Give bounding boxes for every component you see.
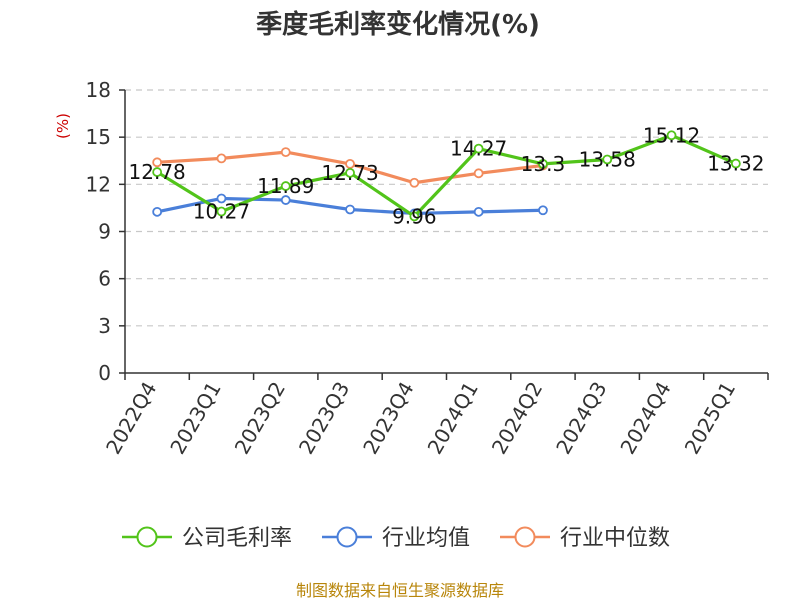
data-point [473, 143, 484, 154]
data-label: 13.58 [579, 147, 636, 171]
data-point [409, 177, 420, 188]
x-tick-label: 2024Q1 [423, 378, 483, 459]
data-point [216, 206, 227, 217]
data-point [152, 157, 163, 168]
data-point [345, 158, 355, 169]
legend-marker [336, 526, 358, 548]
x-tick-label: 2024Q4 [615, 378, 675, 459]
data-label: 11.89 [257, 174, 314, 198]
data-label: 12.78 [129, 160, 186, 184]
legend-marker [136, 526, 158, 548]
legend: 公司毛利率 行业均值 行业中位数 [122, 526, 670, 551]
data-labels: 12.78 10.27 11.89 12.73 9.96 14.27 13.3 13.58 15… [129, 123, 765, 228]
data-point [216, 153, 227, 164]
data-point [730, 158, 741, 169]
legend-marker [514, 526, 536, 548]
x-tick-label: 2024Q2 [487, 378, 547, 459]
y-tick-label: 18 [86, 78, 111, 102]
data-label: 13.32 [707, 152, 764, 176]
y-tick-label: 9 [98, 220, 111, 244]
data-point [473, 206, 484, 217]
data-point [538, 158, 548, 169]
legend-label: 行业均值 [382, 526, 470, 551]
legend-label: 公司毛利率 [182, 526, 292, 551]
data-label: 14.27 [450, 137, 507, 161]
data-label: 13.3 [521, 152, 566, 176]
series-lines [152, 130, 741, 222]
x-tick-label: 2023Q3 [294, 378, 354, 459]
data-point [280, 147, 291, 158]
y-tick-label: 3 [98, 314, 111, 338]
y-tick-label: 15 [86, 125, 111, 149]
y-tick-label: 0 [98, 361, 111, 385]
data-point [152, 206, 163, 217]
data-point [345, 167, 355, 178]
x-tick-label: 2022Q4 [101, 378, 161, 459]
x-tick-label: 2023Q1 [165, 378, 225, 459]
y-tick-label: 12 [86, 172, 111, 196]
y-tick-label: 6 [98, 267, 111, 291]
data-label: 15.12 [643, 123, 700, 147]
chart-title: 季度毛利率变化情况(%) [256, 9, 540, 40]
x-tick-label: 2025Q1 [680, 378, 740, 459]
data-label: 9.96 [392, 204, 437, 228]
x-tick-label: 2023Q2 [230, 378, 290, 459]
data-point [280, 181, 291, 191]
data-label: 10.27 [193, 200, 250, 224]
series-line [156, 133, 737, 219]
data-point [473, 168, 484, 179]
data-point [216, 193, 227, 204]
data-point [538, 205, 548, 216]
x-tick-label: 2023Q4 [358, 378, 418, 459]
y-axis-label: (%) [54, 113, 72, 139]
data-point [280, 195, 291, 205]
data-point [666, 130, 677, 141]
legend-label: 行业中位数 [560, 526, 670, 551]
x-tick-label: 2024Q3 [551, 378, 611, 459]
data-point [345, 204, 355, 215]
data-point [152, 167, 163, 177]
data-point [602, 154, 613, 165]
source-note: 制图数据来自恒生聚源数据库 [296, 581, 504, 600]
data-point [409, 211, 420, 222]
data-label: 12.73 [321, 161, 378, 185]
